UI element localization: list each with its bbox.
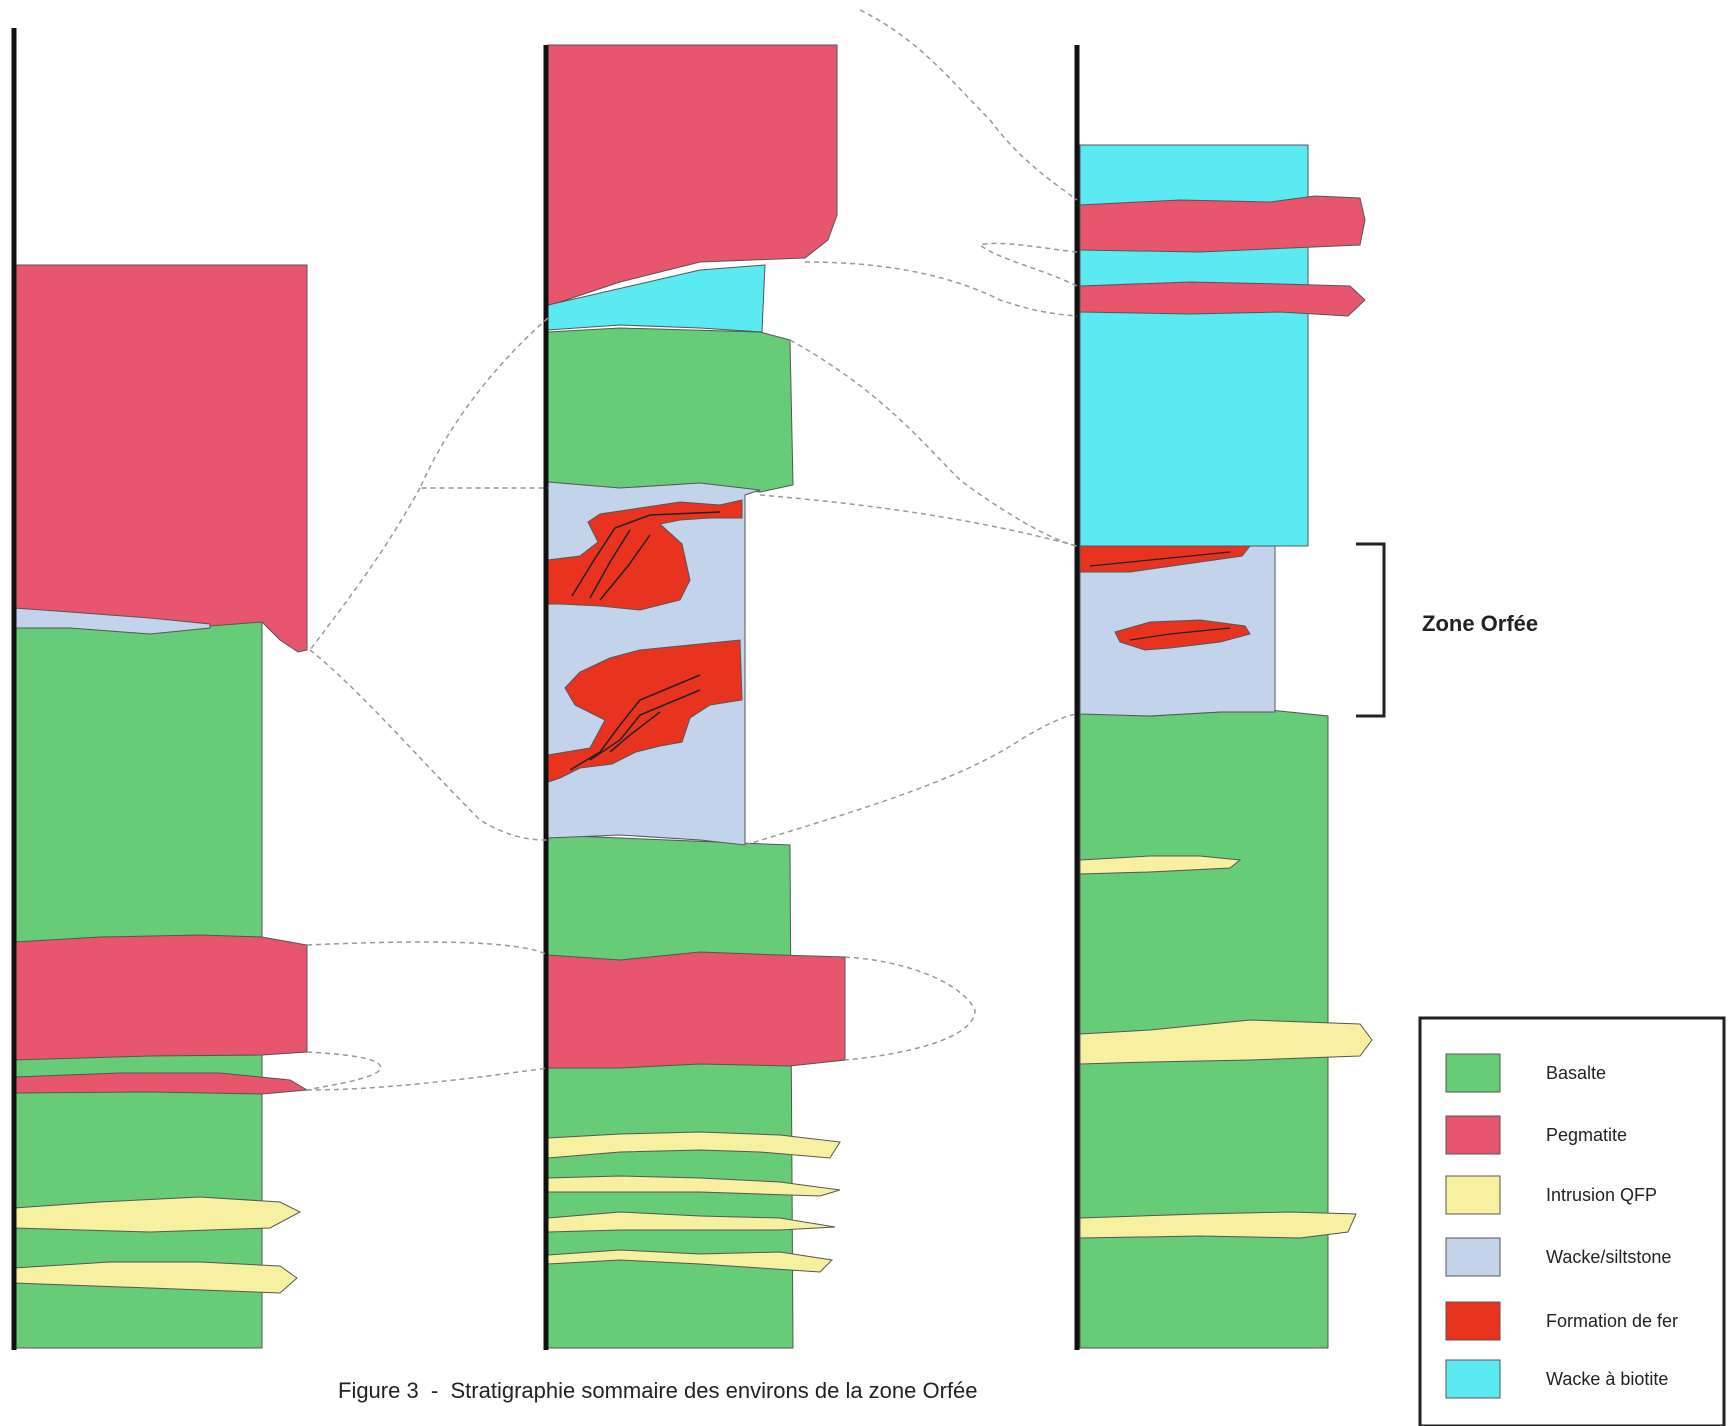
col1-pegmatite-top	[13, 264, 308, 653]
legend-item-fer: Formation de fer	[1445, 1301, 1678, 1341]
zone-orfee-bracket	[1356, 542, 1386, 718]
col2-qfp-1	[547, 1131, 841, 1159]
col1-qfp-1	[13, 1196, 302, 1233]
col3-pegmatite-2	[1079, 281, 1366, 317]
legend-label-qfp: Intrusion QFP	[1546, 1185, 1657, 1205]
col3-qfp-2	[1079, 1019, 1373, 1065]
col2-iron-2	[547, 639, 743, 783]
col2-qfp-2	[547, 1175, 841, 1197]
col1-wacke-layer	[13, 607, 211, 635]
col3-qfp-3	[1079, 1211, 1357, 1239]
col2-pegmatite-top	[547, 44, 838, 306]
zone-orfee-label: Zone Orfée	[1422, 611, 1538, 636]
col1-pegmatite-mid	[13, 934, 308, 1061]
legend-swatch-fer	[1445, 1301, 1501, 1341]
legend-swatch-qfp	[1445, 1175, 1501, 1215]
legend: Basalte Pegmatite Intrusion QFP Wacke/si…	[1418, 1016, 1726, 1426]
col3-qfp-1	[1079, 855, 1242, 875]
legend-item-biotite: Wacke à biotite	[1445, 1359, 1668, 1399]
col2-basalt-lower	[547, 834, 794, 1349]
legend-label-wacke: Wacke/siltstone	[1546, 1247, 1671, 1267]
col1-qfp-2	[13, 1261, 298, 1294]
legend-item-qfp: Intrusion QFP	[1445, 1175, 1657, 1215]
legend-label-pegmatite: Pegmatite	[1546, 1125, 1627, 1145]
col2-iron-fold-lines	[569, 511, 721, 771]
legend-label-fer: Formation de fer	[1546, 1311, 1678, 1331]
column-3	[1074, 45, 1373, 1350]
col2-qfp-3	[547, 1211, 836, 1233]
legend-swatch-wacke	[1445, 1237, 1501, 1277]
col2-qfp-4	[547, 1249, 834, 1273]
legend-swatch-basalte	[1445, 1053, 1501, 1093]
col3-pegmatite-1	[1079, 195, 1366, 253]
legend-item-wacke: Wacke/siltstone	[1445, 1237, 1671, 1277]
col2-pegmatite-mid	[547, 951, 846, 1069]
col2-basalt-upper	[547, 327, 794, 493]
col1-pegmatite-thin	[13, 1072, 309, 1095]
legend-item-pegmatite: Pegmatite	[1445, 1115, 1627, 1155]
col2-iron-1	[547, 499, 743, 611]
col2-biotite	[547, 264, 766, 333]
legend-swatch-biotite	[1445, 1359, 1501, 1399]
correlation-lines	[306, 9, 1078, 1091]
col3-iron-lines	[1089, 551, 1231, 641]
column-1	[11, 28, 309, 1350]
col3-iron-2	[1114, 619, 1251, 651]
legend-label-biotite: Wacke à biotite	[1546, 1369, 1668, 1389]
legend-item-basalte: Basalte	[1445, 1053, 1606, 1093]
column-2	[543, 44, 846, 1350]
legend-swatch-pegmatite	[1445, 1115, 1501, 1155]
legend-label-basalte: Basalte	[1546, 1063, 1606, 1083]
figure-caption: Figure 3 - Stratigraphie sommaire des en…	[338, 1378, 978, 1403]
